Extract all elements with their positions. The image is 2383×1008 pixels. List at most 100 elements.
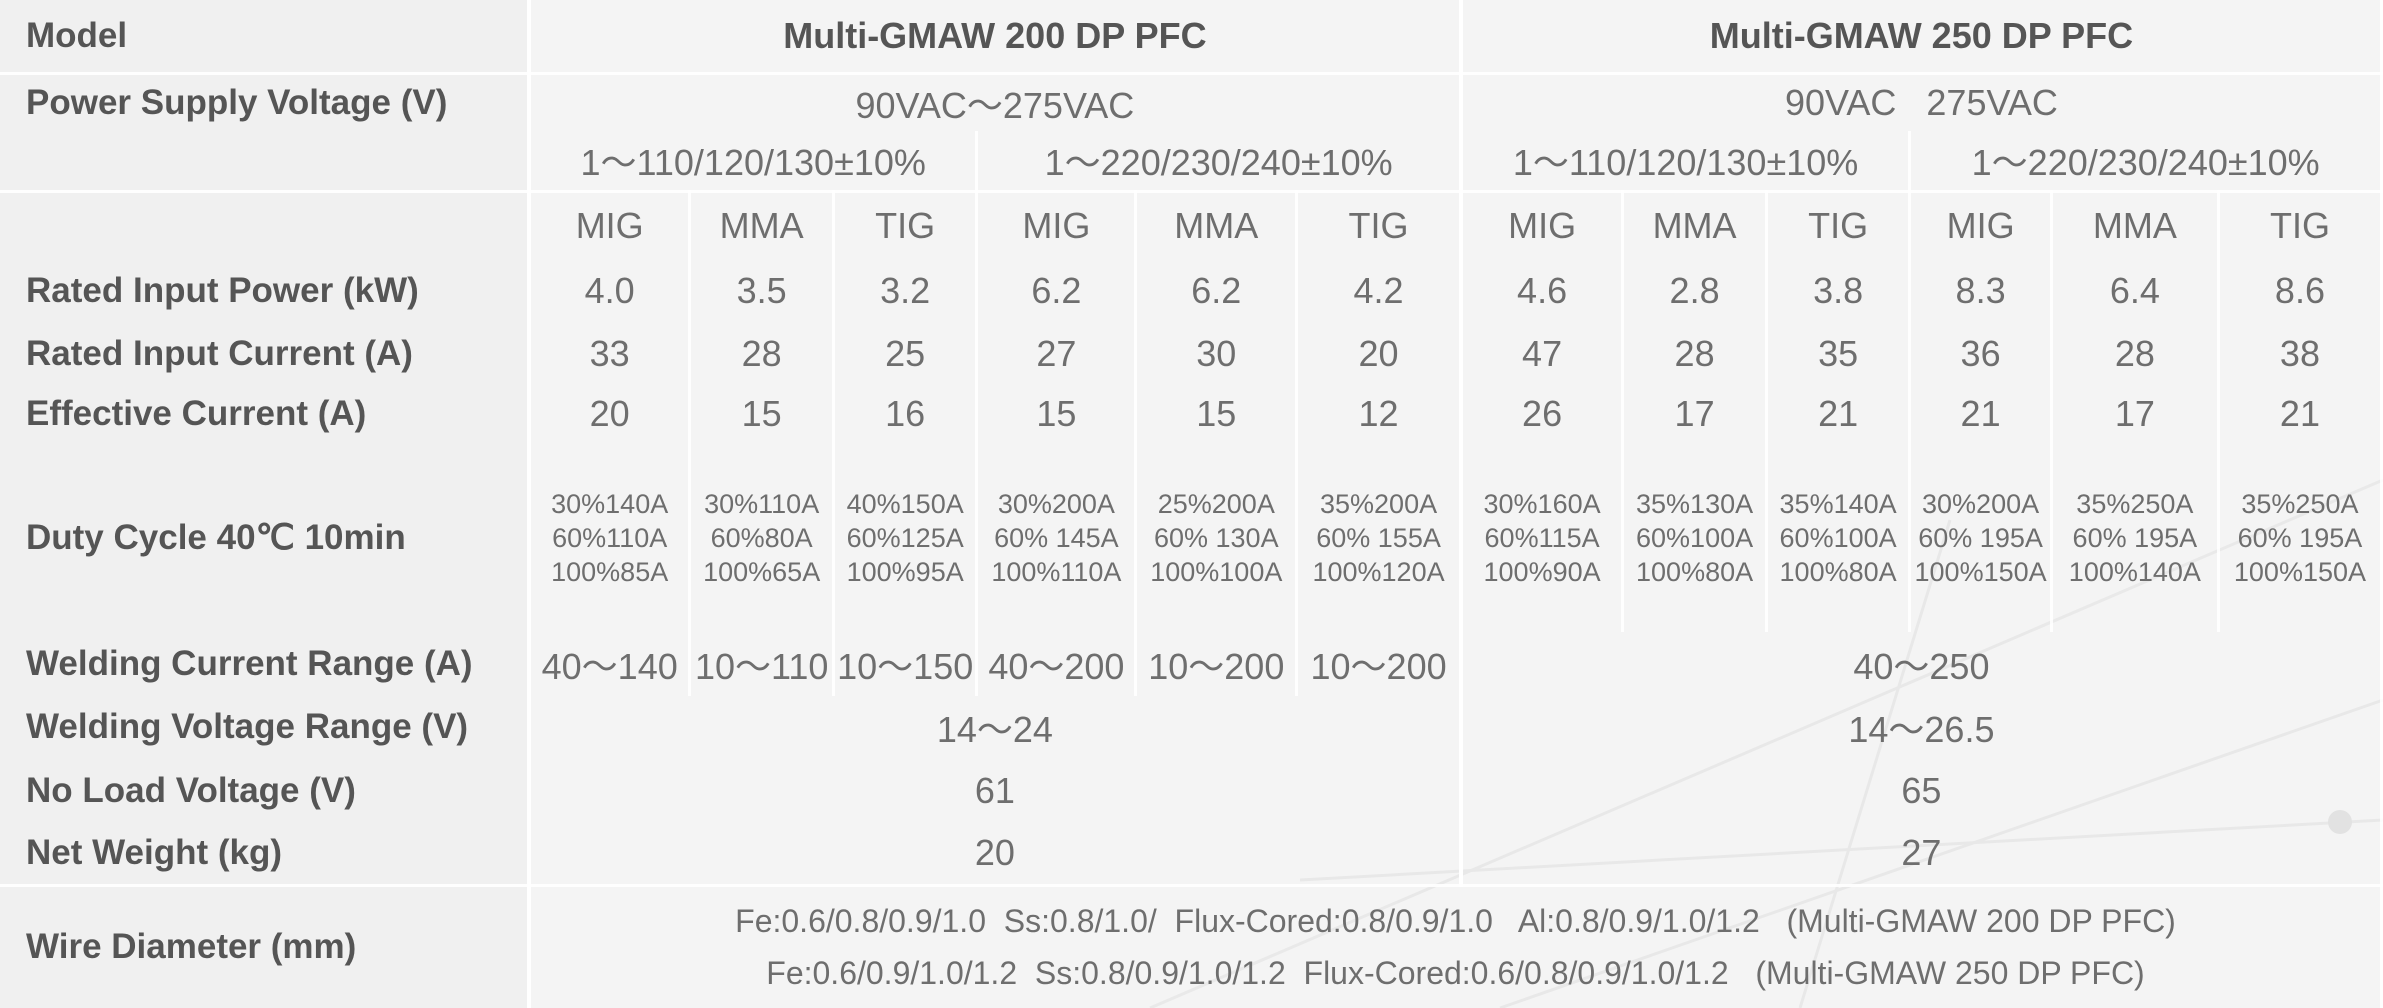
row-welding-voltage: Welding Voltage Range (V) 14～24 14～26.5: [0, 695, 2383, 759]
effective-current-cell: 21: [1909, 385, 2053, 443]
label-welding-current: Welding Current Range (A): [0, 632, 531, 696]
rated-current-cell: 38: [2218, 322, 2383, 386]
net-weight-m1: 20: [528, 822, 1463, 887]
duty-cycle-cell: 30%200A 60% 195A 100%150A: [1909, 442, 2053, 633]
label-wire-diameter: Wire Diameter (mm): [0, 885, 531, 1008]
process-cell: TIG: [2218, 191, 2383, 260]
rated-current-cell: 25: [833, 322, 979, 386]
rated-current-cell: 36: [1909, 322, 2053, 386]
welding-current-cell: 40～140: [528, 632, 692, 696]
label-welding-voltage: Welding Voltage Range (V): [0, 695, 531, 759]
effective-current-cell: 15: [976, 385, 1138, 443]
duty-cycle-cell: 30%140A 60%110A 100%85A: [528, 442, 692, 633]
label-effective-current: Effective Current (A): [0, 385, 531, 443]
process-cell: MMA: [1135, 191, 1299, 260]
row-welding-current: Welding Current Range (A) 40～140 10～110 …: [0, 632, 2383, 696]
model-name-1: Multi-GMAW 200 DP PFC: [528, 0, 1463, 75]
row-model: Model Multi-GMAW 200 DP PFC Multi-GMAW 2…: [0, 0, 2383, 75]
rated-power-cell: 6.2: [1135, 259, 1299, 323]
power-range-1: 90VAC～275VAC: [528, 73, 1463, 131]
duty-cycle-cell: 40%150A 60%125A 100%95A: [833, 442, 979, 633]
label-power-supply: Power Supply Voltage (V): [0, 73, 531, 131]
duty-cycle-cell: 35%250A 60% 195A 100%150A: [2218, 442, 2383, 633]
welding-voltage-m2: 14～26.5: [1460, 695, 2383, 759]
rated-power-cell: 8.3: [1909, 259, 2053, 323]
rated-power-cell: 4.2: [1296, 259, 1463, 323]
row-rated-current: Rated Input Current (A) 33 28 25 27 30 2…: [0, 322, 2383, 386]
phase-4: 1～220/230/240±10%: [1909, 130, 2383, 194]
duty-cycle-cell: 35%250A 60% 195A 100%140A: [2051, 442, 2220, 633]
duty-cycle-cell: 35%200A 60% 155A 100%120A: [1296, 442, 1463, 633]
rated-power-cell: 2.8: [1622, 259, 1768, 323]
rated-current-cell: 28: [1622, 322, 1768, 386]
rated-power-cell: 8.6: [2218, 259, 2383, 323]
label-rated-power: Rated Input Power (kW): [0, 259, 531, 323]
process-cell: MIG: [976, 191, 1138, 260]
row-net-weight: Net Weight (kg) 20 27: [0, 822, 2383, 887]
effective-current-cell: 20: [528, 385, 692, 443]
duty-cycle-cell: 30%200A 60% 145A 100%110A: [976, 442, 1138, 633]
rated-current-cell: 27: [976, 322, 1138, 386]
row-duty-cycle: Duty Cycle 40℃ 10min 30%140A 60%110A 100%8…: [0, 442, 2383, 633]
no-load-m2: 65: [1460, 758, 2383, 823]
effective-current-cell: 16: [833, 385, 979, 443]
welding-current-cell: 10～110: [689, 632, 835, 696]
welding-current-cell: 10～200: [1135, 632, 1299, 696]
process-cell: MMA: [2051, 191, 2220, 260]
duty-cycle-cell: 30%110A 60%80A 100%65A: [689, 442, 835, 633]
rated-current-cell: 28: [2051, 322, 2220, 386]
effective-current-cell: 15: [1135, 385, 1299, 443]
rated-current-cell: 28: [689, 322, 835, 386]
label-no-load: No Load Voltage (V): [0, 758, 531, 823]
wire-diameter-m2: Fe:0.6/0.9/1.0/1.2 Ss:0.8/0.9/1.0/1.2 Fl…: [766, 955, 2145, 992]
rated-power-cell: 3.5: [689, 259, 835, 323]
duty-cycle-cell: 35%140A 60%100A 100%80A: [1766, 442, 1912, 633]
rated-current-cell: 47: [1460, 322, 1625, 386]
effective-current-cell: 21: [1766, 385, 1912, 443]
row-effective-current: Effective Current (A) 20 15 16 15 15 12 …: [0, 385, 2383, 443]
rated-current-cell: 35: [1766, 322, 1912, 386]
welding-current-cell: 10～200: [1296, 632, 1463, 696]
rated-power-cell: 4.0: [528, 259, 692, 323]
process-cell: MIG: [1909, 191, 2053, 260]
row-rated-power: Rated Input Power (kW) 4.0 3.5 3.2 6.2 6…: [0, 259, 2383, 323]
rated-current-cell: 20: [1296, 322, 1463, 386]
label-rated-current: Rated Input Current (A): [0, 322, 531, 386]
net-weight-m2: 27: [1460, 822, 2383, 887]
rated-power-cell: 6.4: [2051, 259, 2220, 323]
duty-cycle-cell: 25%200A 60% 130A 100%100A: [1135, 442, 1299, 633]
process-cell: MIG: [528, 191, 692, 260]
label-model: Model: [0, 0, 531, 75]
duty-cycle-cell: 35%130A 60%100A 100%80A: [1622, 442, 1768, 633]
rated-power-cell: 4.6: [1460, 259, 1625, 323]
effective-current-cell: 12: [1296, 385, 1463, 443]
model-name-2: Multi-GMAW 250 DP PFC: [1460, 0, 2383, 75]
no-load-m1: 61: [528, 758, 1463, 823]
welding-voltage-m1: 14～24: [528, 695, 1463, 759]
effective-current-cell: 21: [2218, 385, 2383, 443]
effective-current-cell: 15: [689, 385, 835, 443]
process-cell: MIG: [1460, 191, 1625, 260]
wire-diameter-cell: Fe:0.6/0.8/0.9/1.0 Ss:0.8/1.0/ Flux-Core…: [528, 885, 2383, 1008]
welding-current-m2: 40～250: [1460, 632, 2383, 696]
rated-current-cell: 33: [528, 322, 692, 386]
row-process: MIG MMA TIG MIG MMA TIG MIG MMA TIG MIG …: [0, 191, 2383, 260]
row-wire-diameter: Wire Diameter (mm) Fe:0.6/0.8/0.9/1.0 Ss…: [0, 885, 2383, 1008]
rated-current-cell: 30: [1135, 322, 1299, 386]
process-cell: TIG: [1296, 191, 1463, 260]
effective-current-cell: 26: [1460, 385, 1625, 443]
label-duty-cycle: Duty Cycle 40℃ 10min: [0, 442, 531, 633]
welding-current-cell: 10～150: [833, 632, 979, 696]
phase-1: 1～110/120/130±10%: [528, 130, 979, 194]
process-cell: TIG: [833, 191, 979, 260]
process-cell: MMA: [689, 191, 835, 260]
row-power-supply-range: Power Supply Voltage (V) 90VAC～275VAC 90…: [0, 73, 2383, 131]
row-no-load: No Load Voltage (V) 61 65: [0, 758, 2383, 823]
duty-cycle-cell: 30%160A 60%115A 100%90A: [1460, 442, 1625, 633]
welding-current-cell: 40～200: [976, 632, 1138, 696]
wire-diameter-m1: Fe:0.6/0.8/0.9/1.0 Ss:0.8/1.0/ Flux-Core…: [735, 903, 2176, 940]
effective-current-cell: 17: [1622, 385, 1768, 443]
power-range-2: 90VAC 275VAC: [1460, 73, 2383, 131]
